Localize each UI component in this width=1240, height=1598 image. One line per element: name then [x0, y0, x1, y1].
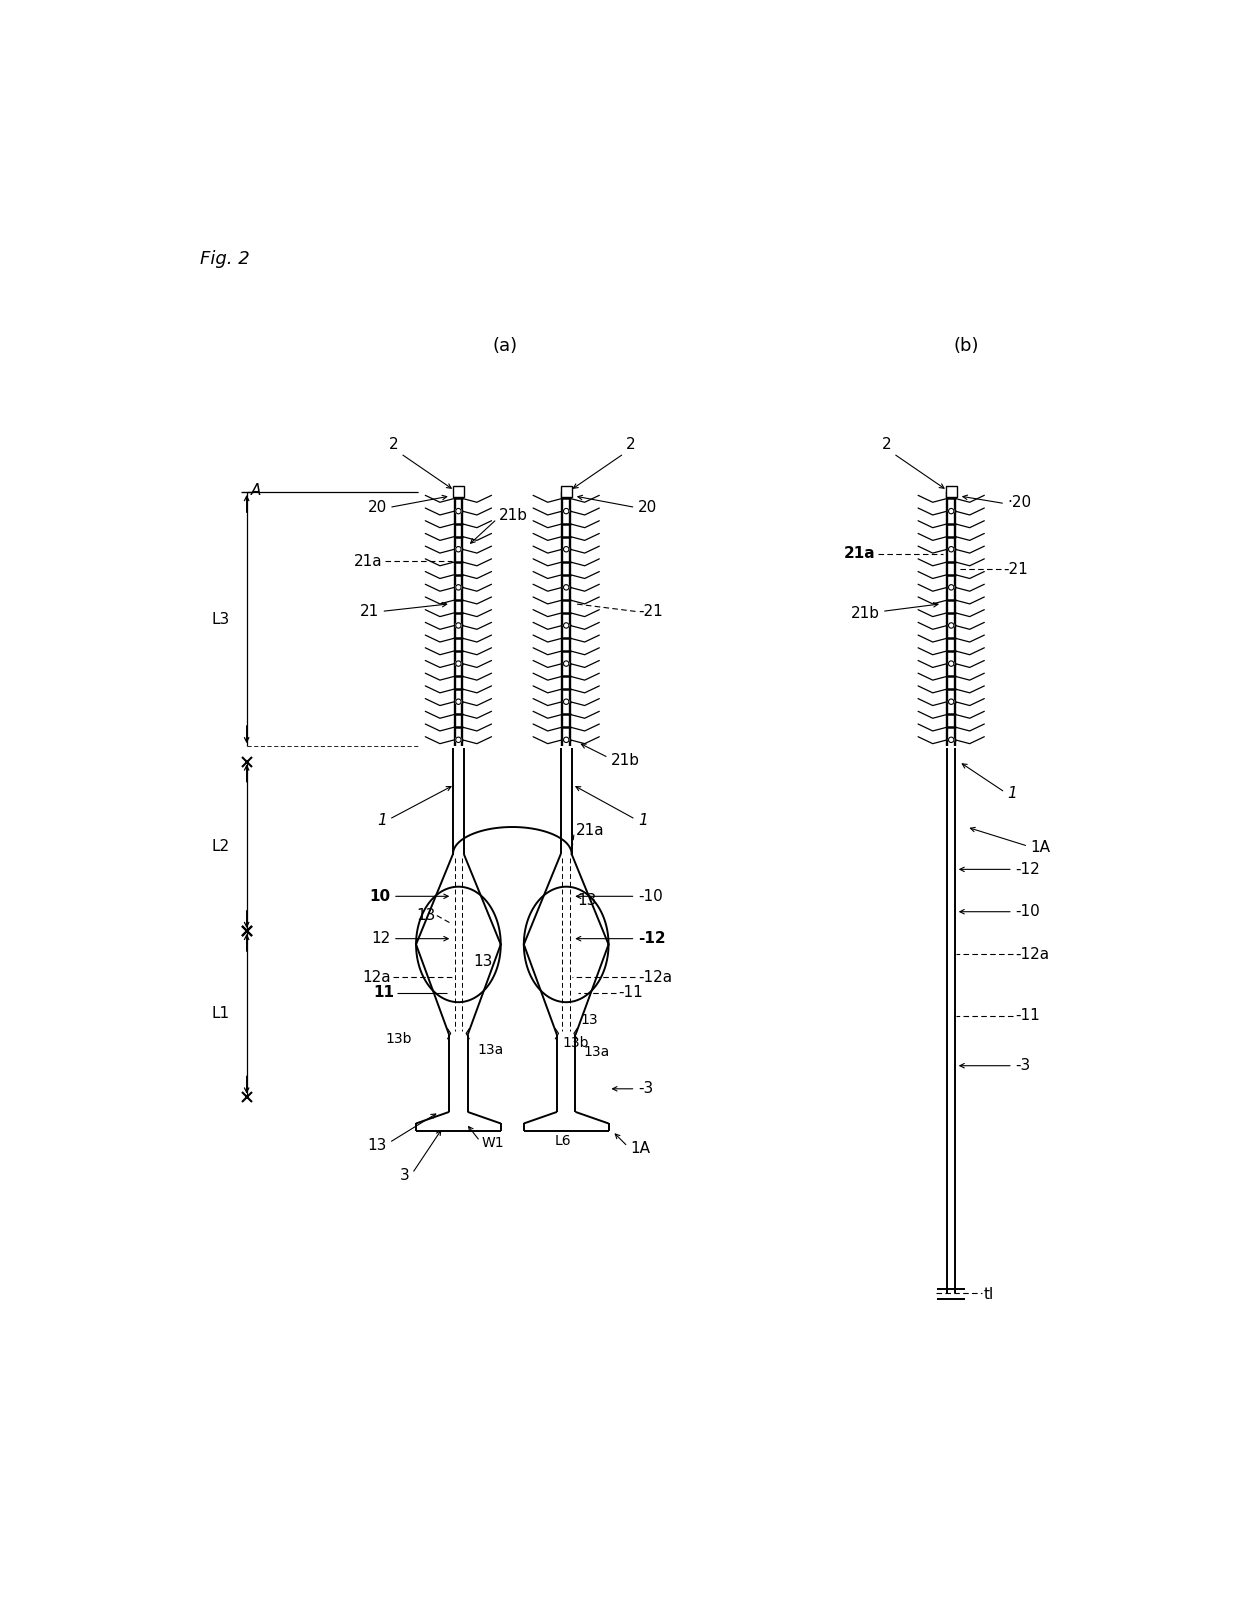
FancyBboxPatch shape — [453, 486, 464, 497]
Text: -12: -12 — [637, 932, 666, 946]
Circle shape — [949, 737, 954, 743]
Circle shape — [949, 508, 954, 515]
Text: -21: -21 — [637, 604, 662, 618]
Text: A: A — [250, 483, 260, 499]
Circle shape — [563, 508, 569, 515]
Text: 20: 20 — [637, 500, 657, 515]
Text: 1: 1 — [637, 813, 647, 828]
Circle shape — [456, 508, 461, 515]
Text: -3: -3 — [1016, 1058, 1030, 1074]
Text: 21b: 21b — [611, 753, 640, 767]
Text: 21b: 21b — [500, 508, 528, 523]
Text: 2: 2 — [626, 436, 636, 452]
Circle shape — [563, 585, 569, 590]
Circle shape — [949, 623, 954, 628]
Circle shape — [949, 698, 954, 705]
Text: (a): (a) — [492, 337, 517, 355]
Text: (b): (b) — [954, 337, 980, 355]
Text: 13: 13 — [580, 1013, 598, 1026]
Circle shape — [563, 662, 569, 666]
Text: 21a: 21a — [355, 555, 383, 569]
Text: 13a: 13a — [583, 1045, 609, 1059]
Text: -11: -11 — [1016, 1008, 1040, 1023]
Text: -12: -12 — [1016, 861, 1040, 877]
Circle shape — [563, 737, 569, 743]
Text: 21a: 21a — [575, 823, 604, 839]
Circle shape — [456, 737, 461, 743]
Text: 12: 12 — [372, 932, 391, 946]
FancyBboxPatch shape — [946, 486, 956, 497]
Text: -3: -3 — [637, 1082, 653, 1096]
Text: L1: L1 — [212, 1007, 229, 1021]
Text: -10: -10 — [1016, 904, 1040, 919]
Circle shape — [949, 662, 954, 666]
Text: 10: 10 — [370, 888, 391, 904]
Circle shape — [949, 547, 954, 551]
Circle shape — [456, 662, 461, 666]
Circle shape — [949, 585, 954, 590]
FancyBboxPatch shape — [560, 486, 572, 497]
Text: 3: 3 — [401, 1168, 410, 1184]
Text: 13a: 13a — [477, 1043, 503, 1058]
Text: 13: 13 — [474, 954, 494, 970]
Text: 21b: 21b — [851, 606, 879, 622]
Circle shape — [456, 623, 461, 628]
Circle shape — [563, 698, 569, 705]
Text: L6: L6 — [554, 1135, 572, 1149]
Text: 21: 21 — [360, 604, 379, 618]
Text: 13: 13 — [578, 893, 598, 908]
Text: -11: -11 — [619, 984, 644, 1000]
Text: 13b: 13b — [386, 1032, 412, 1045]
Text: 13: 13 — [415, 908, 435, 924]
Circle shape — [456, 585, 461, 590]
Text: 2: 2 — [388, 436, 398, 452]
Circle shape — [563, 547, 569, 551]
Text: -10: -10 — [637, 888, 662, 904]
Text: 1: 1 — [377, 813, 387, 828]
Text: 1A: 1A — [1030, 841, 1050, 855]
Text: -12a: -12a — [637, 970, 672, 984]
Text: 2: 2 — [882, 436, 892, 452]
Circle shape — [563, 623, 569, 628]
Text: L3: L3 — [212, 612, 229, 626]
Text: 13: 13 — [367, 1138, 387, 1152]
Text: 20: 20 — [367, 500, 387, 515]
Text: 12a: 12a — [362, 970, 391, 984]
Text: ·20: ·20 — [1007, 494, 1032, 510]
Circle shape — [456, 698, 461, 705]
Text: -21: -21 — [1003, 561, 1028, 577]
Text: 13b: 13b — [563, 1036, 589, 1050]
Text: L2: L2 — [212, 839, 229, 853]
Text: 1: 1 — [1007, 786, 1017, 802]
Text: Fig. 2: Fig. 2 — [201, 249, 250, 267]
Text: 21a: 21a — [844, 547, 875, 561]
Text: 11: 11 — [373, 984, 394, 1000]
Text: tl: tl — [983, 1286, 993, 1302]
Circle shape — [456, 547, 461, 551]
Text: W1: W1 — [481, 1136, 505, 1149]
Text: -12a: -12a — [1016, 946, 1049, 962]
Text: 1A: 1A — [630, 1141, 650, 1157]
